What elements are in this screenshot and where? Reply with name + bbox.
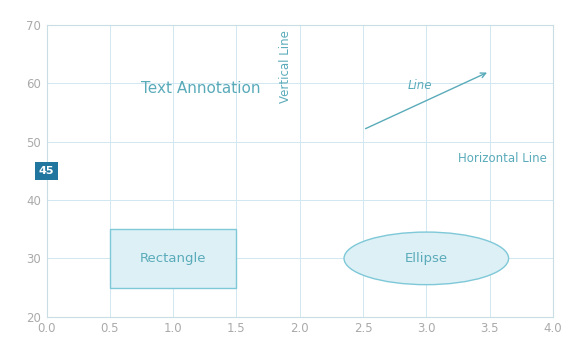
- Bar: [110, 229, 236, 288]
- Text: Line: Line: [408, 79, 432, 92]
- Text: Vertical Line: Vertical Line: [279, 31, 292, 103]
- Ellipse shape: [344, 232, 509, 285]
- Text: 45: 45: [39, 166, 54, 176]
- Text: Ellipse: Ellipse: [404, 252, 448, 265]
- Text: Rectangle: Rectangle: [140, 252, 207, 265]
- Text: Text Annotation: Text Annotation: [141, 81, 261, 96]
- Text: Horizontal Line: Horizontal Line: [457, 152, 546, 165]
